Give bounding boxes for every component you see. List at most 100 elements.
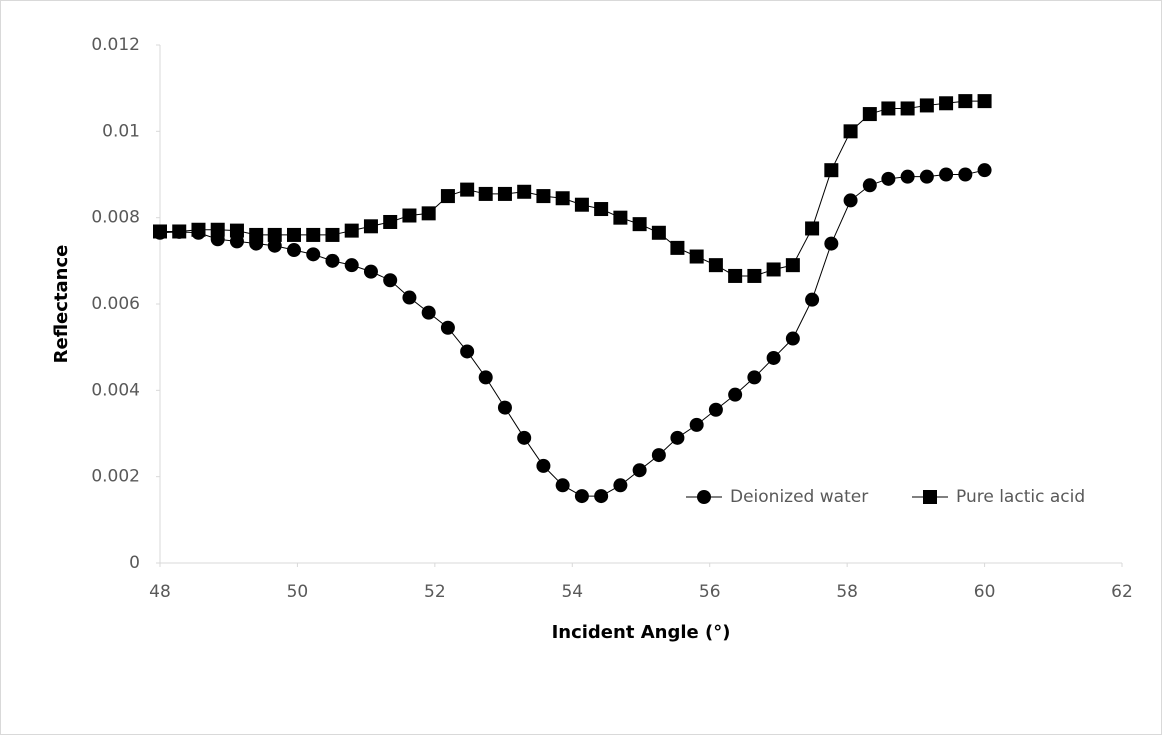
data-point [958, 94, 972, 108]
data-point [441, 321, 455, 335]
legend-marker [923, 490, 937, 504]
data-point [901, 170, 915, 184]
data-point [767, 262, 781, 276]
y-tick-label: 0.002 [91, 467, 140, 487]
data-point [575, 198, 589, 212]
data-point [594, 489, 608, 503]
data-point [670, 241, 684, 255]
data-point [364, 265, 378, 279]
data-point [345, 224, 359, 238]
y-tick-label: 0.012 [91, 35, 140, 55]
data-point [958, 168, 972, 182]
data-point [536, 459, 550, 473]
y-axis-title: Reflectance [51, 245, 72, 364]
legend-label: Pure lactic acid [956, 487, 1085, 507]
data-point [709, 258, 723, 272]
data-point [709, 403, 723, 417]
data-point [844, 124, 858, 138]
x-axis-title: Incident Angle (°) [552, 622, 731, 643]
data-point [345, 258, 359, 272]
data-point [805, 293, 819, 307]
data-point [863, 107, 877, 121]
data-point [575, 489, 589, 503]
x-tick-label: 50 [287, 582, 309, 602]
data-point [978, 163, 992, 177]
data-point [939, 96, 953, 110]
data-point [978, 94, 992, 108]
data-point [844, 193, 858, 207]
data-point [191, 223, 205, 237]
x-tick-label: 60 [974, 582, 996, 602]
data-point [556, 478, 570, 492]
legend-marker [697, 490, 711, 504]
data-point [498, 187, 512, 201]
x-tick-label: 54 [561, 582, 583, 602]
data-point [670, 431, 684, 445]
data-point [594, 202, 608, 216]
data-point [863, 178, 877, 192]
data-point [881, 172, 895, 186]
data-point [805, 221, 819, 235]
data-point [613, 211, 627, 225]
data-point [306, 247, 320, 261]
data-point [824, 163, 838, 177]
data-point [325, 254, 339, 268]
data-point [211, 223, 225, 237]
data-point [517, 431, 531, 445]
data-point [728, 269, 742, 283]
data-point [230, 224, 244, 238]
data-point [287, 243, 301, 257]
data-point [690, 250, 704, 264]
data-point [383, 215, 397, 229]
y-tick-label: 0.004 [91, 380, 140, 400]
data-point [786, 258, 800, 272]
data-point [422, 206, 436, 220]
data-point [536, 189, 550, 203]
data-point [479, 187, 493, 201]
x-tick-label: 62 [1111, 582, 1133, 602]
data-point [652, 448, 666, 462]
data-point [690, 418, 704, 432]
data-point [460, 183, 474, 197]
data-point [287, 228, 301, 242]
data-point [172, 224, 186, 238]
chart: Incident Angle (°) Reflectance 0 0.002 0.0… [0, 0, 1162, 735]
page: Incident Angle (°) Reflectance 0 0.002 0.0… [0, 0, 1162, 735]
data-point [498, 401, 512, 415]
y-tick-label: 0.01 [102, 121, 140, 141]
y-tick-label: 0.006 [91, 294, 140, 314]
data-point [460, 344, 474, 358]
data-point [824, 237, 838, 251]
data-point [441, 189, 455, 203]
data-point [306, 228, 320, 242]
y-tick-label: 0 [129, 553, 140, 573]
legend-label: Deionized water [730, 487, 868, 507]
data-point [728, 388, 742, 402]
x-tick-label: 58 [836, 582, 858, 602]
data-point [402, 291, 416, 305]
x-tick-label: 48 [149, 582, 171, 602]
data-point [422, 306, 436, 320]
data-point [613, 478, 627, 492]
data-point [268, 228, 282, 242]
data-point [633, 217, 647, 231]
data-point [153, 224, 167, 238]
data-point [517, 185, 531, 199]
data-point [325, 228, 339, 242]
y-tick-label: 0.008 [91, 208, 140, 228]
data-point [249, 228, 263, 242]
data-point [747, 269, 761, 283]
x-tick-label: 56 [699, 582, 721, 602]
data-point [383, 273, 397, 287]
data-point [786, 332, 800, 346]
data-point [939, 168, 953, 182]
data-point [881, 101, 895, 115]
data-point [920, 98, 934, 112]
data-point [364, 219, 378, 233]
data-point [901, 101, 915, 115]
data-point [652, 226, 666, 240]
data-point [633, 463, 647, 477]
data-point [479, 370, 493, 384]
data-point [920, 170, 934, 184]
data-point [556, 191, 570, 205]
